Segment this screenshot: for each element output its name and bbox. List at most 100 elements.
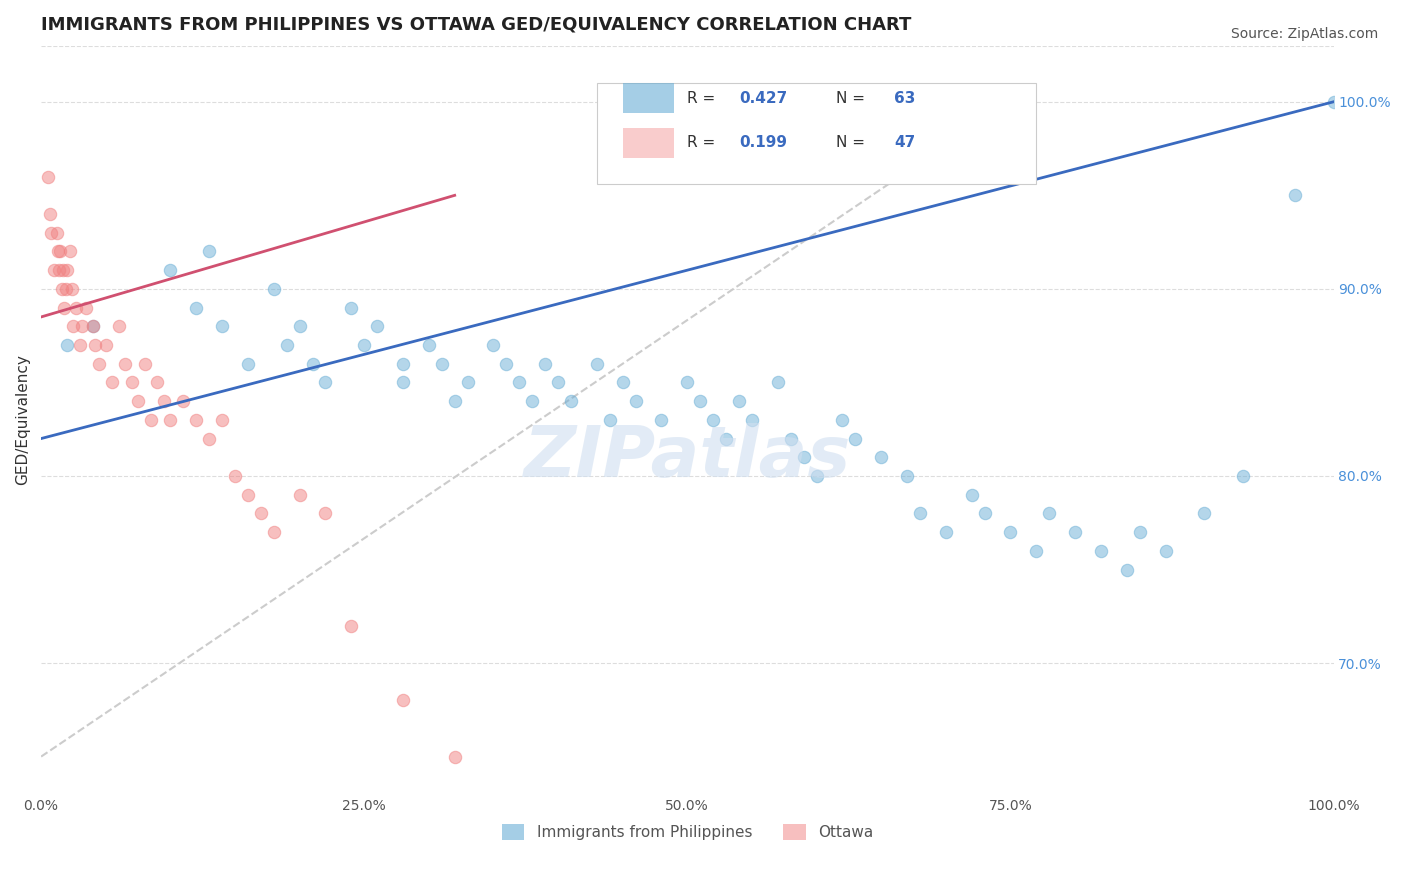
Point	[41, 226, 63, 240]
Point	[37, 169, 59, 184]
Point	[547, 376, 569, 390]
Point	[599, 413, 621, 427]
Point	[612, 376, 634, 390]
Point	[650, 413, 672, 427]
Point	[728, 394, 751, 409]
Point	[224, 469, 246, 483]
FancyBboxPatch shape	[596, 83, 1036, 184]
Point	[1232, 469, 1254, 483]
Point	[82, 319, 104, 334]
FancyBboxPatch shape	[623, 83, 675, 113]
Point	[53, 301, 76, 315]
Point	[624, 394, 647, 409]
Point	[186, 413, 208, 427]
Text: 63: 63	[894, 91, 915, 105]
Point	[75, 301, 97, 315]
Point	[831, 413, 853, 427]
Point	[1284, 188, 1306, 202]
Y-axis label: GED/Equivalency: GED/Equivalency	[15, 354, 30, 485]
Text: Source: ZipAtlas.com: Source: ZipAtlas.com	[1230, 27, 1378, 41]
Point	[39, 207, 62, 221]
Point	[198, 432, 221, 446]
Point	[121, 376, 143, 390]
Point	[263, 525, 285, 540]
Point	[94, 338, 117, 352]
Point	[896, 469, 918, 483]
Point	[263, 282, 285, 296]
Point	[392, 376, 415, 390]
Point	[52, 263, 75, 277]
Point	[508, 376, 530, 390]
Point	[146, 376, 169, 390]
Point	[127, 394, 149, 409]
Text: 47: 47	[894, 136, 915, 151]
Point	[844, 432, 866, 446]
Text: N =: N =	[837, 136, 870, 151]
Point	[84, 338, 107, 352]
Point	[301, 357, 323, 371]
Text: IMMIGRANTS FROM PHILIPPINES VS OTTAWA GED/EQUIVALENCY CORRELATION CHART: IMMIGRANTS FROM PHILIPPINES VS OTTAWA GE…	[41, 15, 911, 33]
Text: R =: R =	[688, 91, 720, 105]
Point	[45, 226, 67, 240]
Point	[1038, 507, 1060, 521]
Point	[186, 301, 208, 315]
Point	[139, 413, 162, 427]
Point	[55, 282, 77, 296]
Point	[134, 357, 156, 371]
Point	[676, 376, 699, 390]
Point	[1154, 543, 1177, 558]
Point	[340, 618, 363, 632]
Point	[973, 507, 995, 521]
Point	[62, 319, 84, 334]
Point	[443, 749, 465, 764]
Point	[288, 319, 311, 334]
Point	[1064, 525, 1087, 540]
Point	[1322, 95, 1344, 109]
Point	[250, 507, 273, 521]
Point	[69, 338, 91, 352]
Point	[1000, 525, 1022, 540]
Point	[935, 525, 957, 540]
Point	[495, 357, 517, 371]
Point	[392, 357, 415, 371]
Text: ZIPatlas: ZIPatlas	[523, 423, 851, 491]
Point	[457, 376, 479, 390]
Point	[366, 319, 388, 334]
Point	[1194, 507, 1216, 521]
Point	[60, 282, 83, 296]
Point	[288, 488, 311, 502]
Point	[560, 394, 582, 409]
Point	[960, 488, 983, 502]
FancyBboxPatch shape	[623, 128, 675, 158]
Point	[714, 432, 737, 446]
Point	[430, 357, 453, 371]
Point	[276, 338, 298, 352]
Point	[58, 244, 80, 259]
Point	[48, 263, 70, 277]
Point	[1129, 525, 1152, 540]
Point	[585, 357, 607, 371]
Point	[353, 338, 375, 352]
Point	[314, 507, 336, 521]
Point	[101, 376, 124, 390]
Point	[107, 319, 129, 334]
Point	[89, 357, 111, 371]
Point	[793, 450, 815, 465]
Point	[236, 357, 259, 371]
Point	[1025, 543, 1047, 558]
Point	[702, 413, 724, 427]
Point	[56, 263, 79, 277]
Legend: Immigrants from Philippines, Ottawa: Immigrants from Philippines, Ottawa	[495, 818, 879, 847]
Point	[114, 357, 136, 371]
Point	[49, 244, 72, 259]
Point	[46, 244, 69, 259]
Text: R =: R =	[688, 136, 720, 151]
Point	[1090, 543, 1112, 558]
Point	[482, 338, 505, 352]
Point	[443, 394, 465, 409]
Point	[534, 357, 557, 371]
Point	[806, 469, 828, 483]
Point	[689, 394, 711, 409]
Point	[1115, 562, 1137, 576]
Point	[870, 450, 893, 465]
